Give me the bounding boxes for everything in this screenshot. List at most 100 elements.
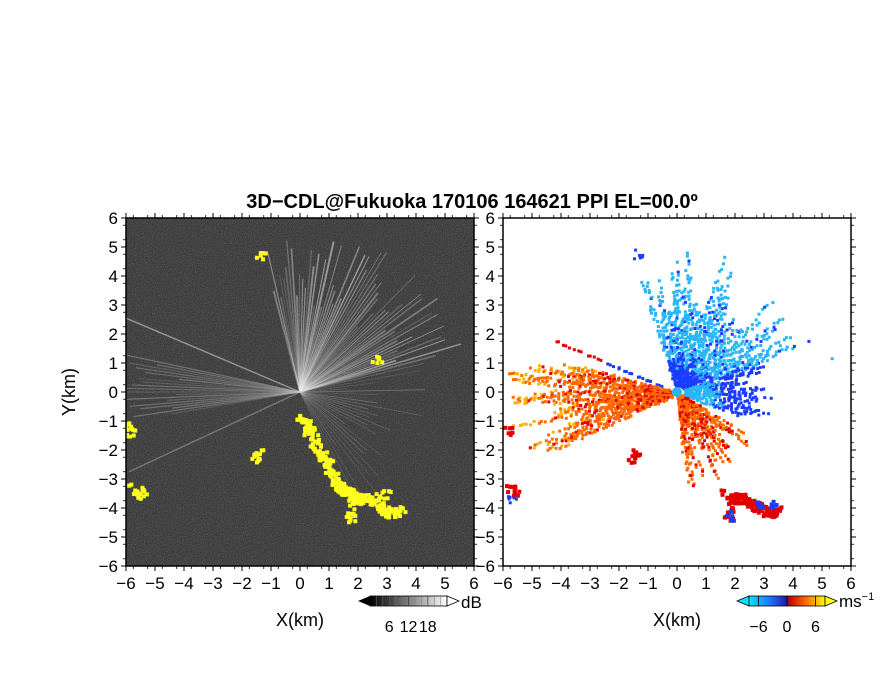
velocity-echo-point [600,381,604,385]
reflectivity-echo-point [350,502,355,506]
velocity-echo-point [635,402,639,406]
velocity-echo-point [693,446,697,450]
velocity-echo-point [716,370,720,374]
reflectivity-ray [299,391,368,426]
reflectivity-echo-point [346,490,351,495]
velocity-echo-point [514,497,518,501]
velocity-echo-point [572,437,576,440]
velocity-echo-point [644,388,648,392]
velocity-echo-point [530,396,534,400]
velocity-echo-point [773,328,777,332]
velocity-echo-point [660,286,663,290]
velocity-echo-point [682,328,686,332]
reflectivity-echo-point [355,492,360,497]
velocity-echo-point [699,358,703,362]
velocity-echo-point [671,373,675,377]
velocity-echo-point [599,381,603,385]
velocity-echo-point [717,362,721,366]
velocity-echo-point [617,399,621,403]
velocity-echo-point [571,371,575,375]
velocity-echo-point [712,286,716,290]
reflectivity-ray [299,309,386,393]
velocity-echo-point [694,435,698,438]
velocity-echo-point [676,270,680,274]
velocity-echo-point [612,387,616,391]
velocity-echo-point [694,433,698,436]
reflectivity-ray [299,303,403,393]
velocity-echo-point [728,322,732,326]
velocity-echo-point [625,389,629,393]
velocity-echo-point [707,311,711,315]
velocity-echo-point [717,357,721,361]
velocity-echo-point [613,377,616,381]
velocity-echo-point [769,344,773,348]
velocity-echo-point [697,398,701,402]
velocity-echo-point [728,327,732,331]
reflectivity-ray [299,259,327,393]
reflectivity-echo-point [260,251,265,255]
velocity-echo-point [675,346,679,349]
velocity-echo-point [694,313,698,317]
velocity-echo-point [690,389,694,393]
velocity-echo-point [685,453,689,457]
reflectivity-echo-point [370,495,375,500]
velocity-echo-point [674,363,677,367]
velocity-echo-point [549,368,553,372]
velocity-echo-point [683,399,687,403]
velocity-echo-point [569,414,573,418]
velocity-echo-point [659,329,663,333]
velocity-echo-point [735,374,739,378]
velocity-echo-point [766,353,770,357]
velocity-echo-point [718,306,722,310]
velocity-echo-point [677,325,681,329]
velocity-echo-point [506,490,511,495]
velocity-echo-point [543,376,547,380]
velocity-echo-point [702,407,706,411]
velocity-x-tick-label: −2 [609,574,628,593]
velocity-echo-point [765,303,769,307]
velocity-echo-point [664,325,668,329]
velocity-echo-point [759,388,763,392]
velocity-echo-point [624,394,628,398]
velocity-echo-point [679,346,683,350]
velocity-echo-point [507,497,511,501]
velocity-echo-point [705,307,709,311]
velocity-echo-point [692,422,696,426]
velocity-echo-point [743,412,747,416]
velocity-echo-point [593,411,597,415]
velocity-echo-point [743,492,748,497]
velocity-echo-point [657,397,660,401]
velocity-echo-point [668,357,672,361]
velocity-echo-point [688,278,692,282]
reflectivity-echo-point [347,514,352,519]
reflectivity-echo-point [141,494,146,499]
velocity-echo-point [521,422,525,426]
velocity-echo-point [725,376,729,380]
velocity-echo-point [554,389,558,393]
velocity-echo-point [710,387,714,391]
velocity-x-tick-label: 0 [672,574,681,593]
velocity-echo-point [726,359,730,363]
reflectivity-echo-point [329,473,334,478]
velocity-echo-point [583,405,587,409]
velocity-echo-point [571,401,575,405]
velocity-echo-point [685,402,689,406]
velocity-echo-point [676,278,679,282]
velocity-y-tick-label: 6 [486,209,495,228]
velocity-echo-point [702,385,706,389]
velocity-echo-point [714,387,718,391]
reflectivity-ray [299,305,315,393]
velocity-echo-point [705,384,709,388]
velocity-echo-point [724,306,728,310]
velocity-colorbar-tick-label: 6 [811,619,820,636]
velocity-echo-point [700,417,704,421]
velocity-echo-point [673,337,677,340]
velocity-y-tick-label: −2 [476,441,495,460]
reflectivity-ray [299,391,337,447]
reflectivity-ray [299,391,331,457]
velocity-echo-point [686,274,690,278]
velocity-echo-point [698,368,702,372]
velocity-echo-point [582,428,586,432]
velocity-echo-point [646,281,650,285]
velocity-y-tick-label: −1 [476,412,495,431]
